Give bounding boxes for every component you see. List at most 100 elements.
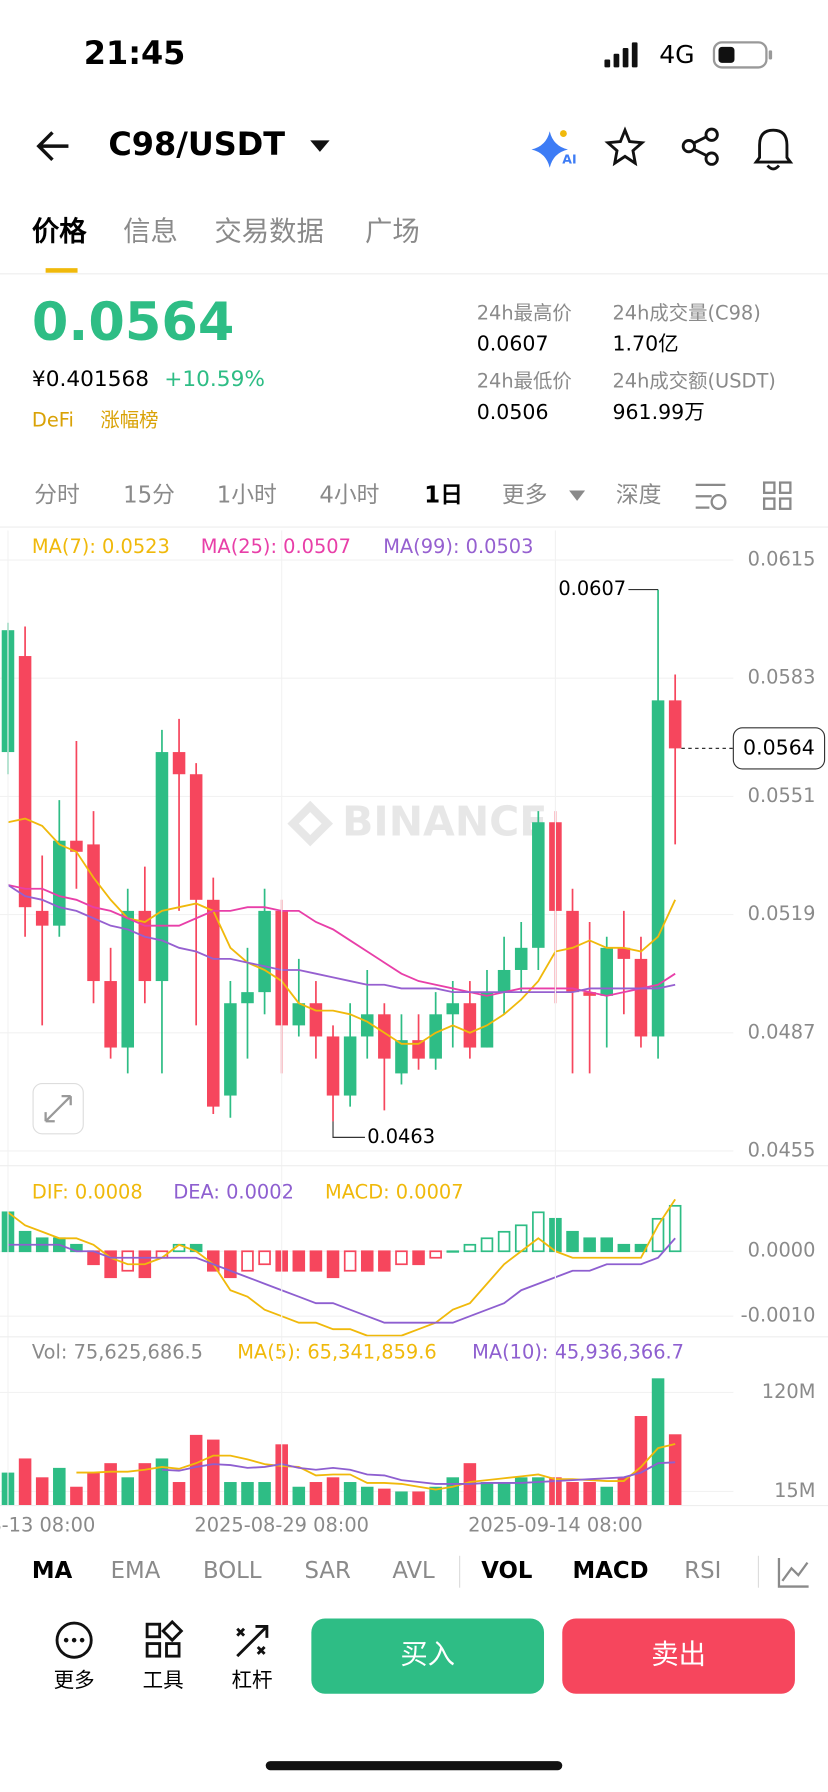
- expand-button[interactable]: [32, 1083, 84, 1135]
- favorite-button[interactable]: [604, 126, 646, 167]
- volume-bar: [583, 1482, 596, 1506]
- interval[interactable]: 1日: [424, 483, 463, 509]
- volume-bar: [446, 1477, 460, 1506]
- candle-body: [207, 899, 220, 1107]
- tools-action[interactable]: 工具: [143, 1619, 184, 1692]
- indicator[interactable]: SAR: [305, 1558, 351, 1584]
- y-tick-label: 0.0583: [748, 666, 816, 689]
- candle-body: [378, 1014, 391, 1059]
- watermark: BINANCE: [287, 798, 547, 847]
- indicator-line: [7, 884, 676, 994]
- macd-bar: [480, 1237, 494, 1253]
- sell-button[interactable]: [562, 1618, 795, 1694]
- y-tick-label: 120M: [762, 1380, 816, 1403]
- candle-body: [121, 910, 135, 1048]
- indicator[interactable]: MACD: [573, 1558, 649, 1584]
- volume-bar: [172, 1482, 186, 1506]
- chart-settings[interactable]: [695, 483, 727, 510]
- back-button[interactable]: [36, 131, 69, 162]
- candle-body: [497, 969, 511, 993]
- indicator-line: [7, 1198, 676, 1337]
- macd-bar: [360, 1250, 374, 1272]
- macd-bar: [412, 1250, 425, 1266]
- candle-body: [412, 1040, 425, 1059]
- indicator[interactable]: EMA: [111, 1558, 161, 1584]
- indicator[interactable]: AVL: [392, 1558, 435, 1584]
- macd-bar: [446, 1250, 460, 1253]
- buy-button[interactable]: [311, 1618, 545, 1694]
- candle-body: [258, 910, 271, 993]
- volume-bar: [241, 1482, 254, 1506]
- legend-entry: DEA: 0.0002: [173, 1181, 294, 1204]
- candle-body: [172, 752, 186, 775]
- volume-bar: [480, 1482, 494, 1506]
- price-cny: ¥0.401568: [32, 367, 149, 392]
- indicator-settings[interactable]: [777, 1558, 809, 1588]
- volume-bar: [189, 1434, 203, 1506]
- stat-label: 24h成交额(USDT): [612, 370, 775, 393]
- candle-body: [241, 992, 254, 1004]
- indicator[interactable]: RSI: [684, 1558, 721, 1584]
- last-price-label: 0.0564: [743, 735, 815, 759]
- y-tick-label: 0.0487: [748, 1020, 816, 1043]
- tab[interactable]: 广场: [365, 216, 420, 247]
- legend-entry: MA(5): 65,341,859.6: [237, 1340, 437, 1363]
- macd-bar: [309, 1250, 323, 1272]
- tab[interactable]: 交易数据: [214, 216, 323, 247]
- indicator[interactable]: BOLL: [203, 1558, 262, 1584]
- layout-button[interactable]: [762, 481, 792, 510]
- interval[interactable]: 15分: [123, 483, 175, 509]
- annotation-label: 0.0607: [558, 577, 626, 600]
- stat-value: 961.99万: [612, 400, 704, 424]
- interval[interactable]: 更多: [502, 483, 548, 509]
- volume-bar: [378, 1488, 391, 1506]
- candle-body: [104, 981, 117, 1048]
- tag[interactable]: 涨幅榜: [100, 408, 158, 431]
- candle-body: [634, 958, 648, 1037]
- tag[interactable]: DeFi: [32, 408, 74, 431]
- macd-bar: [617, 1243, 631, 1253]
- leverage-action[interactable]: 杠杆: [232, 1625, 273, 1692]
- macd-bar: [104, 1250, 117, 1279]
- candle-body: [35, 910, 49, 926]
- svg-text:AI: AI: [562, 151, 576, 166]
- last-price-tag: [732, 727, 826, 770]
- buy-label[interactable]: 买入: [400, 1640, 455, 1671]
- more-action[interactable]: 更多: [54, 1621, 95, 1692]
- macd-bar: [292, 1250, 306, 1272]
- interval[interactable]: 4小时: [319, 483, 379, 509]
- macd-bar: [378, 1250, 391, 1272]
- macd-bar: [668, 1204, 682, 1253]
- indicator[interactable]: MA: [32, 1558, 73, 1584]
- candle-body: [429, 1014, 442, 1059]
- volume-bar: [343, 1482, 357, 1506]
- interval[interactable]: 1小时: [217, 483, 277, 509]
- candle-body: [532, 822, 545, 948]
- alert-button[interactable]: [753, 128, 794, 171]
- volume-bar: [18, 1458, 32, 1506]
- home-indicator: [265, 1761, 563, 1771]
- sell-label[interactable]: 卖出: [651, 1640, 706, 1671]
- stat-value: 0.0607: [477, 332, 549, 356]
- macd-bar: [583, 1237, 596, 1253]
- volume-bar: [138, 1463, 152, 1506]
- interval[interactable]: 深度: [616, 483, 662, 509]
- pair-dropdown[interactable]: [310, 140, 330, 152]
- tab[interactable]: 信息: [123, 216, 178, 247]
- ai-button[interactable]: AI: [531, 130, 577, 168]
- tab[interactable]: 价格: [32, 216, 87, 247]
- interval[interactable]: 分时: [34, 483, 80, 509]
- pair-title[interactable]: C98/USDT: [108, 125, 285, 163]
- share-button[interactable]: [681, 127, 719, 166]
- macd-bar: [566, 1230, 579, 1253]
- indicator[interactable]: VOL: [481, 1558, 532, 1584]
- legend-entry: MACD: 0.0007: [325, 1181, 464, 1204]
- macd-bar: [224, 1250, 237, 1279]
- macd-bar: [497, 1230, 511, 1253]
- candle-body: [651, 700, 665, 1037]
- y-tick-label: 0.0000: [748, 1239, 816, 1262]
- more-dropdown[interactable]: [569, 490, 586, 501]
- volume-bar: [35, 1477, 49, 1506]
- last-price: 0.0564: [32, 292, 234, 353]
- volume-bar: [395, 1491, 408, 1506]
